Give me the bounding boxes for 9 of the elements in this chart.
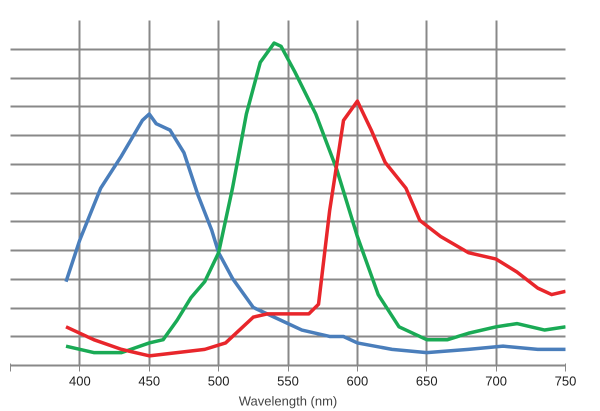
x-tick-label: 500 (208, 374, 230, 388)
x-tick-label: 750 (554, 374, 576, 388)
x-tick-label: 400 (69, 374, 91, 388)
x-tick-label: 550 (277, 374, 299, 388)
x-tick-label: 700 (485, 374, 507, 388)
x-axis-title: Wavelength (nm) (238, 394, 338, 408)
x-tick-label: 600 (346, 374, 368, 388)
x-tick-label: 450 (138, 374, 160, 388)
x-tick-label: 650 (416, 374, 438, 388)
